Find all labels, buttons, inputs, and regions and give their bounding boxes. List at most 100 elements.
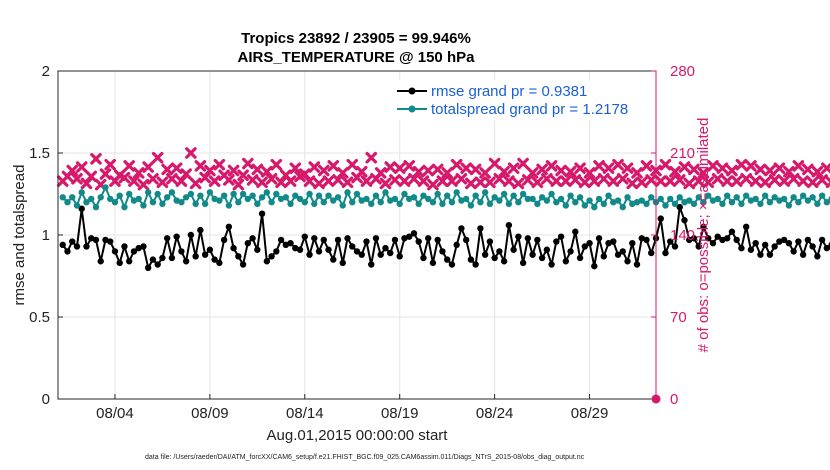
obs-x-stroke [702,176,715,189]
obs-assimilated-marker [289,162,302,175]
rmse-point [396,253,403,260]
obs-assimilated-marker [123,160,135,172]
y-tick-label-left: 1 [42,227,50,244]
obs-assimilated-marker [560,175,572,187]
totalspread-point [315,192,323,199]
y-tick-label-right: 70 [670,309,687,326]
obs-assimilated-marker [635,176,648,189]
obs-x-stroke [825,176,830,189]
obs-x-stroke [256,176,268,189]
obs-x-stroke [683,177,696,190]
obs-x-stroke [673,174,686,186]
rmse-point [657,215,664,222]
totalspread-point [553,199,560,206]
totalspread-point [125,190,133,198]
obs-x-stroke [460,162,472,175]
totalspread-point [742,192,750,199]
rmse-point [372,235,380,242]
obs-x-stroke [317,164,330,177]
rmse-point [244,240,252,247]
obs-x-stroke [446,175,458,187]
obs-assimilated-marker [393,162,406,175]
rmse-point [591,262,598,270]
totalspread-point [705,192,712,199]
totalspread-point [443,192,451,199]
rmse-point [197,226,204,234]
obs-assimilated-marker [450,158,463,171]
obs-assimilated-marker [778,175,790,187]
obs-x-stroke [441,167,453,179]
obs-x-stroke [579,176,591,189]
obs-assimilated-marker [251,163,264,176]
totalspread-point [353,190,361,198]
rmse-point [277,236,285,244]
obs-x-stroke [99,168,112,180]
rmse-point [258,210,266,217]
totalspread-point [334,194,342,201]
obs-x-stroke [597,172,610,185]
x-axis-label: Aug.01,2015 00:00:00 start [267,427,449,444]
rmse-point [192,253,199,260]
totalspread-point [372,192,380,199]
totalspread-point [163,194,171,201]
rmse-point [287,240,294,247]
totalspread-point [230,190,237,198]
totalspread-point [581,202,589,209]
totalspread-point [154,190,161,198]
obs-x-stroke [754,163,767,176]
rmse-point [790,248,797,255]
totalspread-point [572,199,579,206]
obs-x-stroke [185,147,197,159]
obs-assimilated-marker [446,175,458,187]
obs-assimilated-marker [759,176,771,189]
obs-assimilated-marker [355,165,368,178]
totalspread-point [723,192,731,199]
obs-assimilated-marker [389,174,401,186]
obs-assimilated-marker [308,161,321,173]
obs-assimilated-marker [303,175,316,187]
rmse-point [723,235,731,242]
obs-x-stroke [128,175,140,187]
obs-assimilated-marker [602,162,615,175]
obs-x-stroke [132,167,145,179]
legend: rmse grand pr = 0.9381 totalspread grand… [393,80,646,120]
rmse-point [752,240,759,247]
obs-assimilated-marker [313,177,325,190]
rmse-point [159,254,166,262]
totalspread-point [657,195,664,203]
rmse-point [69,238,76,245]
obs-assimilated-marker [749,175,762,187]
totalspread-point [510,192,517,199]
rmse-point [187,231,195,239]
obs-x-stroke [730,175,743,187]
obs-assimilated-marker [726,164,738,177]
totalspread-point [69,194,76,201]
rmse-point [804,236,812,244]
obs-assimilated-marker [80,177,93,190]
rmse-point [548,261,555,268]
obs-x-stroke [507,162,520,175]
totalspread-point [220,192,228,199]
totalspread-point [121,203,128,211]
totalspread-point [178,199,185,206]
obs-assimilated-marker [66,164,79,177]
totalspread-point [529,195,536,203]
rmse-point [709,240,717,247]
obs-assimilated-marker [787,172,800,185]
rmse-point [477,225,484,232]
obs-assimilated-marker [327,160,340,172]
rmse-point [690,235,698,242]
obs-assimilated-marker [265,172,278,185]
obs-x-stroke [602,162,615,175]
obs-assimilated-marker [541,172,553,185]
obs-assimilated-marker [166,172,178,185]
obs-x-stroke [588,175,601,187]
rmse-point [92,236,100,244]
obs-x-stroke [270,158,283,171]
obs-x-stroke [787,172,800,185]
obs-x-stroke [768,174,781,186]
obs-assimilated-marker [645,174,658,186]
obs-x-stroke [564,165,577,178]
obs-x-stroke [137,178,150,191]
obs-assimilated-marker [132,167,145,179]
